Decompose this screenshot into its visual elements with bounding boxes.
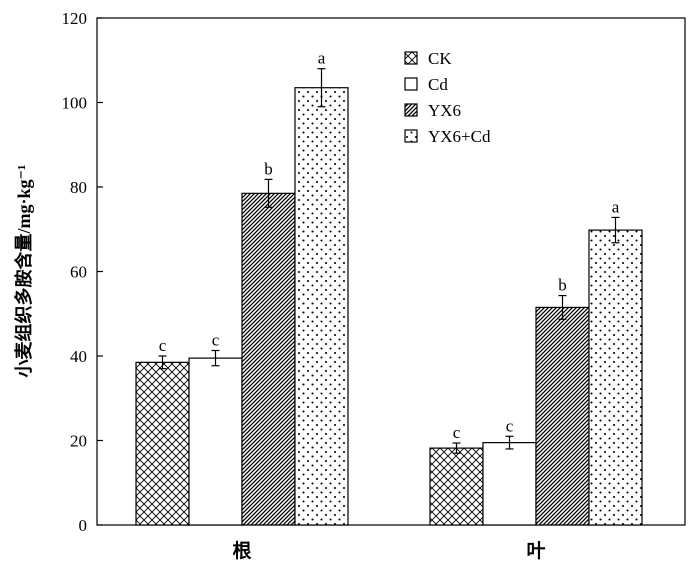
legend-swatch: [404, 77, 418, 91]
legend-label: YX6+Cd: [428, 127, 491, 146]
y-tick-label: 120: [62, 9, 88, 28]
significance-label: c: [506, 416, 514, 435]
significance-label: a: [612, 197, 620, 216]
legend-swatch: [404, 129, 418, 143]
y-tick-label: 60: [70, 263, 87, 282]
bar-cd: [188, 357, 243, 526]
x-category-label: 叶: [526, 540, 545, 562]
significance-label: c: [159, 336, 167, 355]
bar-yx6-cd: [294, 87, 349, 526]
bar-yx6: [535, 306, 590, 526]
y-axis-ticks: 0 20 40 60 80 100 120: [62, 9, 103, 535]
bar-ck: [429, 447, 484, 526]
legend-swatch: [404, 103, 418, 117]
significance-label: b: [264, 159, 273, 178]
y-tick-label: 80: [70, 178, 87, 197]
bars: c c b a c c b a: [135, 49, 643, 526]
x-category-label: 根: [232, 539, 251, 562]
legend: CK Cd YX6 YX6+Cd: [404, 49, 491, 146]
x-axis-labels: 根叶: [232, 539, 545, 562]
legend-swatch: [404, 51, 418, 65]
y-tick-label: 20: [70, 432, 87, 451]
legend-label: CK: [428, 49, 452, 68]
significance-label: c: [453, 423, 461, 442]
legend-label: Cd: [428, 75, 448, 94]
significance-label: c: [212, 331, 220, 350]
bar-yx6: [241, 192, 296, 526]
y-tick-label: 100: [62, 94, 88, 113]
bar-cd: [482, 442, 537, 526]
significance-label: b: [558, 276, 567, 295]
y-tick-label: 0: [79, 516, 88, 535]
y-tick-label: 40: [70, 347, 87, 366]
significance-label: a: [318, 49, 326, 68]
bar-yx6-cd: [588, 229, 643, 526]
y-axis-title: 小麦组织多胺含量/mg·kg⁻¹: [13, 165, 34, 378]
bar-ck: [135, 361, 190, 526]
legend-label: YX6: [428, 101, 461, 120]
